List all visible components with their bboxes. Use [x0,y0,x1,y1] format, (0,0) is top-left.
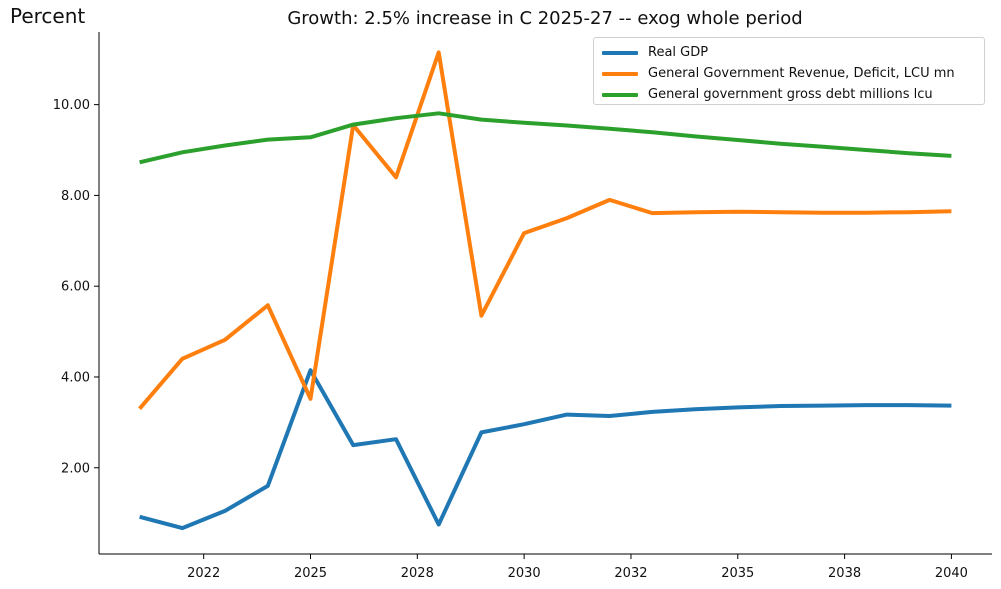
legend-swatch [602,92,638,97]
y-ticks: 2.00 4.00 6.00 8.00 10.00 [53,98,99,476]
y-tick-label: 6.00 [61,280,90,295]
chart-title: Growth: 2.5% increase in C 2025-27 -- ex… [287,8,803,29]
x-ticks: 2022 2025 2028 2030 2032 2035 2038 2040 [187,554,968,581]
legend-item: Real GDP [602,42,976,63]
y-axis-title: Percent [10,4,86,28]
legend-label: Real GDP [648,45,709,60]
y-tick-label: 8.00 [61,189,90,204]
legend-label: General government gross debt millions l… [648,87,933,102]
x-tick-label: 2022 [187,566,220,581]
x-tick-label: 2035 [721,566,754,581]
y-tick-label: 10.00 [53,98,90,113]
series-line-0 [139,368,952,531]
series-line-1 [138,50,952,411]
x-tick-label: 2032 [614,566,647,581]
series-lines [138,50,952,531]
legend-label: General Government Revenue, Deficit, LCU… [648,66,955,81]
y-tick-label: 4.00 [61,370,90,385]
x-tick-label: 2040 [935,566,968,581]
x-tick-label: 2028 [401,566,434,581]
x-tick-label: 2038 [828,566,861,581]
legend: Real GDP General Government Revenue, Def… [593,37,985,105]
legend-swatch [602,71,638,76]
legend-item: General Government Revenue, Deficit, LCU… [602,63,976,84]
y-tick-label: 2.00 [61,461,90,476]
legend-item: General government gross debt millions l… [602,84,976,105]
x-tick-label: 2030 [508,566,541,581]
series-line-2 [139,111,952,165]
axes [98,32,992,555]
legend-swatch [602,50,638,55]
x-tick-label: 2025 [294,566,327,581]
